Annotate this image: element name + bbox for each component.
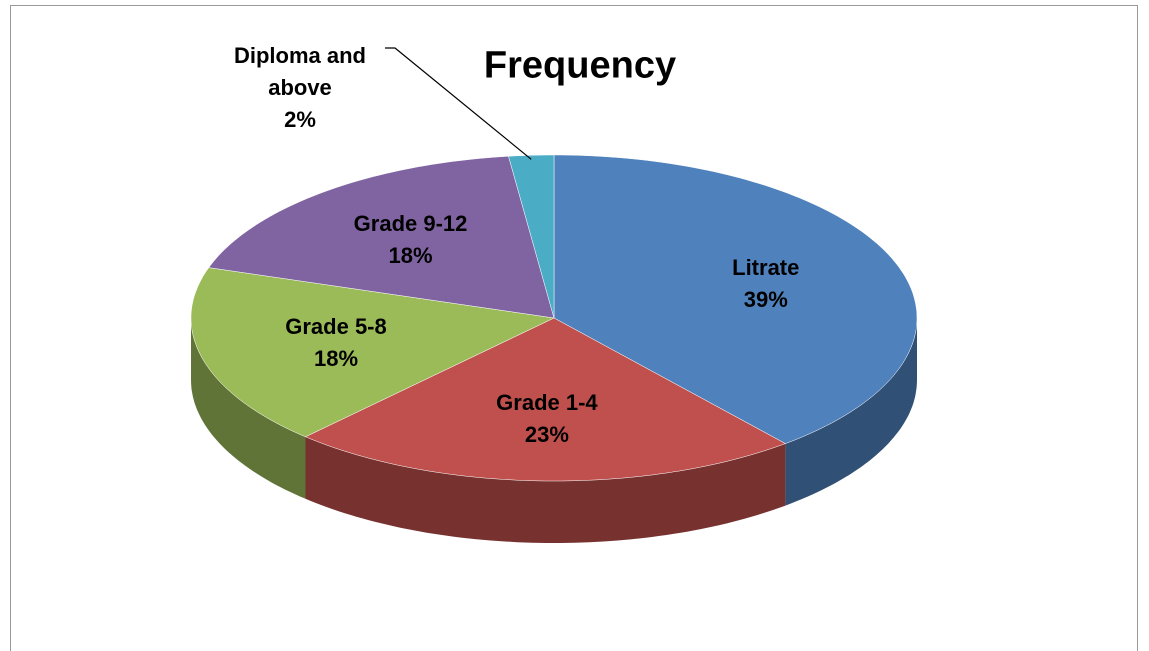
data-label: Diploma and above 2% [210,40,390,136]
data-label: Litrate 39% [732,252,799,316]
label-category: Grade 5-8 [285,314,387,340]
slice [508,154,555,319]
slice [553,154,918,444]
data-label: Grade 5-8 18% [285,311,387,375]
chart-border [10,5,1138,651]
slice [190,267,555,438]
label-value: 18% [313,346,359,372]
label-category: Litrate [732,254,800,280]
label-value: 39% [743,286,788,312]
data-label: Grade 9-12 18% [354,208,468,272]
slice [304,317,787,482]
label-value: 23% [524,422,569,447]
chart-title: Frequency [483,44,677,87]
slice [208,156,555,319]
label-category: Grade 9-12 [353,211,468,237]
label-value: 2% [284,107,316,132]
slice-side [191,318,306,499]
leader-line [385,47,532,160]
label-category: Grade 1-4 [496,390,598,415]
label-category: Diploma and above [233,43,366,100]
slice-side [305,436,786,543]
data-label: Grade 1-4 23% [496,387,598,451]
label-value: 18% [388,243,433,269]
